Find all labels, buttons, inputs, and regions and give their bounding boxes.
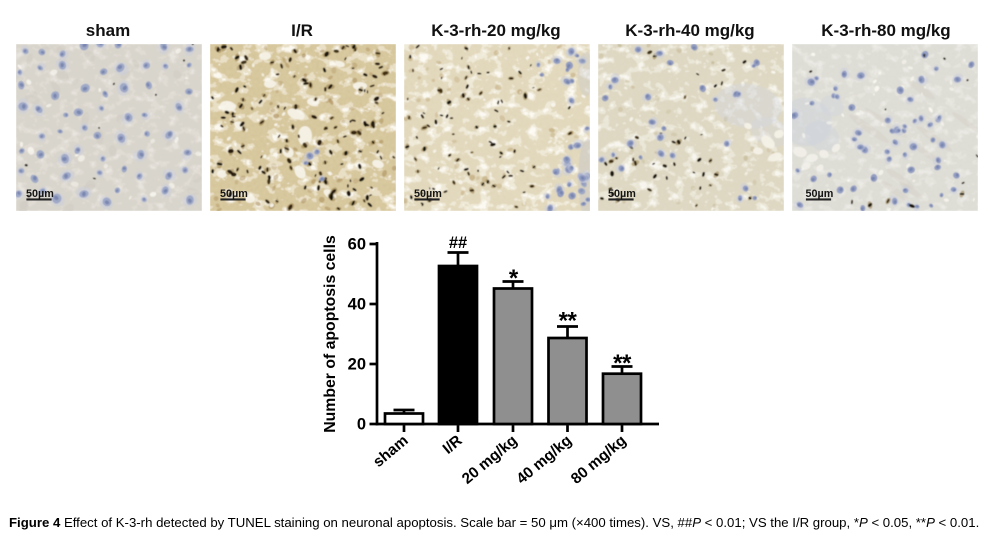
svg-text:50µm: 50µm: [26, 188, 54, 200]
svg-text:0: 0: [357, 416, 366, 434]
svg-text:20: 20: [348, 356, 366, 374]
svg-text:sham: sham: [370, 432, 412, 471]
svg-text:I/R: I/R: [440, 432, 466, 458]
svg-text:50µm: 50µm: [806, 188, 834, 200]
svg-text:60: 60: [348, 236, 366, 254]
svg-text:##: ##: [449, 234, 467, 252]
svg-text:*: *: [509, 265, 519, 292]
svg-text:**: **: [613, 350, 632, 377]
svg-text:50µm: 50µm: [220, 188, 248, 200]
svg-text:40: 40: [348, 296, 366, 314]
svg-text:40 mg/kg: 40 mg/kg: [513, 432, 575, 488]
svg-text:80 mg/kg: 80 mg/kg: [568, 432, 630, 488]
svg-text:20 mg/kg: 20 mg/kg: [459, 432, 521, 488]
svg-text:50µm: 50µm: [414, 188, 442, 200]
svg-text:50µm: 50µm: [608, 188, 636, 200]
svg-text:**: **: [559, 308, 578, 335]
svg-text:Number of apoptosis cells: Number of apoptosis cells: [322, 235, 339, 433]
